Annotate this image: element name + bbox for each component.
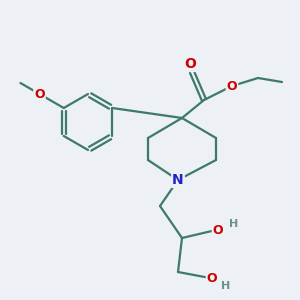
Text: O: O [227, 80, 237, 92]
Text: O: O [184, 57, 196, 71]
Text: O: O [34, 88, 45, 100]
Text: O: O [207, 272, 217, 284]
Text: H: H [221, 281, 231, 291]
Text: O: O [213, 224, 223, 236]
Text: N: N [172, 173, 184, 187]
Text: H: H [230, 219, 238, 229]
